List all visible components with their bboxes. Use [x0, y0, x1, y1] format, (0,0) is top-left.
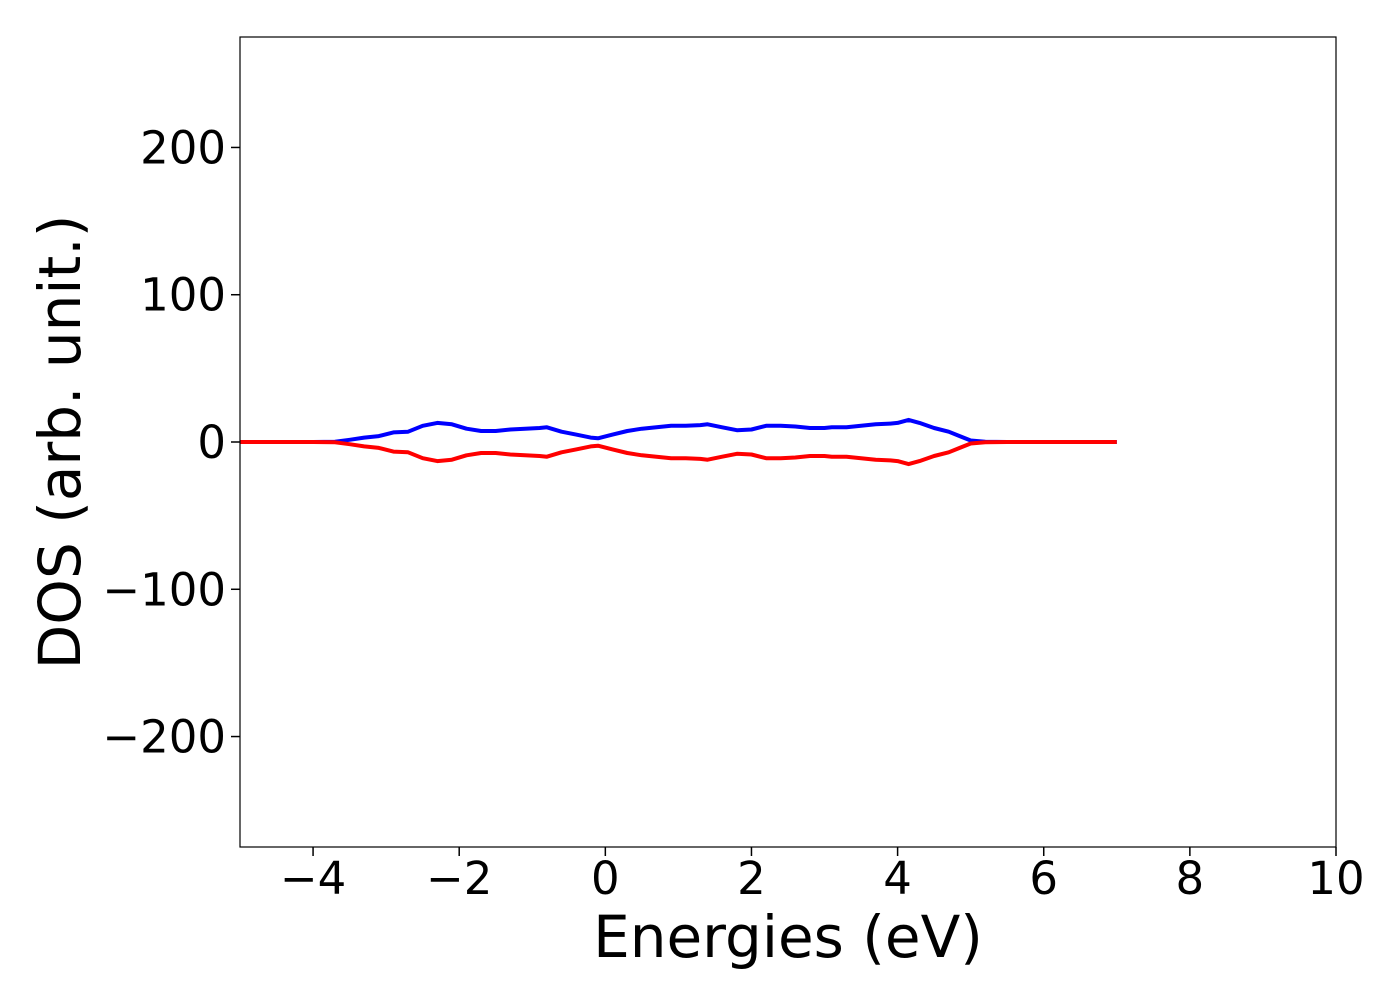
x-tick-label: −4 — [280, 852, 346, 905]
x-tick-label: 10 — [1307, 852, 1364, 905]
plot-area-background — [240, 37, 1336, 847]
y-axis-label: DOS (arb. unit.) — [26, 215, 94, 670]
x-tick-label: 8 — [1176, 852, 1205, 905]
y-tick-label: 100 — [140, 269, 226, 322]
x-tick-label: 6 — [1029, 852, 1058, 905]
y-tick-label: 200 — [140, 121, 226, 174]
series-line-2 — [240, 440, 1117, 467]
y-axis: −200 −100 0 100 200 — [102, 121, 240, 764]
x-axis: −4 −2 0 2 4 6 8 10 — [280, 847, 1365, 905]
y-tick-label: 0 — [197, 416, 226, 469]
y-tick-label: −100 — [102, 563, 226, 616]
y-tick-label: −200 — [102, 711, 226, 764]
x-axis-label: Energies (eV) — [593, 903, 983, 971]
x-tick-label: 2 — [737, 852, 766, 905]
x-tick-label: 4 — [883, 852, 912, 905]
x-tick-label: 0 — [591, 852, 620, 905]
series-line-1 — [240, 417, 1117, 444]
series-layer — [240, 417, 1117, 467]
x-tick-label: −2 — [426, 852, 492, 905]
